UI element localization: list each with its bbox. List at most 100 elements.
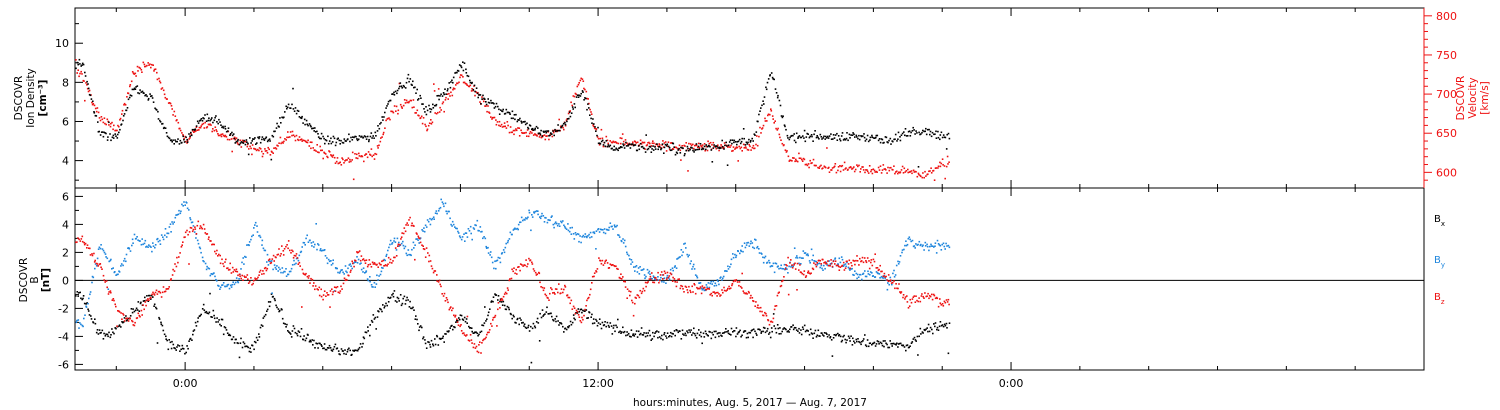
data-point bbox=[806, 329, 809, 332]
data-point bbox=[488, 111, 490, 113]
data-point bbox=[294, 107, 297, 109]
data-point bbox=[297, 263, 300, 265]
data-point bbox=[168, 137, 171, 140]
data-point bbox=[631, 261, 634, 263]
data-point bbox=[561, 125, 563, 128]
data-point bbox=[294, 331, 297, 334]
data-point bbox=[101, 268, 103, 270]
data-point bbox=[277, 253, 280, 256]
data-point bbox=[313, 339, 315, 342]
data-point bbox=[511, 233, 513, 236]
data-point bbox=[618, 276, 621, 279]
data-point bbox=[395, 255, 398, 257]
data-point bbox=[105, 123, 107, 126]
data-point bbox=[146, 295, 148, 297]
data-point bbox=[713, 291, 715, 293]
data-point bbox=[179, 212, 182, 215]
data-point bbox=[346, 159, 348, 161]
data-point bbox=[435, 103, 438, 106]
data-point bbox=[432, 216, 435, 218]
data-point bbox=[739, 329, 741, 332]
data-point bbox=[818, 259, 820, 262]
data-point bbox=[158, 318, 161, 320]
data-point bbox=[670, 273, 673, 276]
data-point bbox=[462, 69, 465, 72]
data-point bbox=[821, 138, 823, 140]
data-point bbox=[917, 300, 920, 303]
data-point bbox=[876, 134, 879, 137]
data-point bbox=[445, 297, 448, 299]
data-point bbox=[343, 162, 345, 164]
data-point bbox=[449, 95, 451, 97]
data-point bbox=[270, 158, 273, 161]
data-point bbox=[188, 138, 190, 140]
data-point bbox=[647, 142, 649, 144]
data-point bbox=[727, 146, 729, 148]
data-point bbox=[151, 95, 153, 97]
data-point bbox=[833, 166, 835, 169]
data-point bbox=[805, 136, 808, 138]
data-point bbox=[297, 110, 300, 112]
data-point bbox=[844, 263, 847, 265]
data-point bbox=[448, 210, 450, 213]
data-point bbox=[83, 302, 86, 305]
data-point bbox=[208, 117, 210, 119]
data-point bbox=[493, 107, 496, 109]
data-point bbox=[688, 329, 690, 331]
data-point bbox=[534, 129, 536, 131]
data-point bbox=[862, 272, 865, 275]
data-point bbox=[500, 253, 503, 255]
data-point bbox=[591, 282, 593, 284]
data-point bbox=[922, 295, 924, 298]
data-point bbox=[515, 129, 518, 132]
data-point bbox=[738, 138, 741, 141]
data-point bbox=[140, 91, 143, 93]
data-point bbox=[412, 306, 414, 309]
data-point bbox=[558, 324, 560, 326]
data-point bbox=[697, 145, 700, 148]
data-point bbox=[656, 330, 658, 332]
data-point bbox=[214, 116, 216, 119]
data-point bbox=[448, 82, 450, 84]
data-point bbox=[673, 330, 676, 332]
data-point bbox=[811, 135, 813, 138]
data-point bbox=[730, 334, 732, 336]
velocity-points bbox=[75, 59, 950, 181]
data-point bbox=[574, 318, 576, 321]
data-point bbox=[369, 276, 371, 278]
data-point bbox=[682, 288, 684, 290]
data-point bbox=[337, 291, 340, 294]
data-point bbox=[517, 228, 519, 231]
data-point bbox=[377, 125, 379, 127]
data-point bbox=[262, 317, 265, 319]
data-point bbox=[869, 273, 871, 276]
data-point bbox=[368, 138, 370, 141]
data-point bbox=[318, 286, 321, 289]
data-point bbox=[928, 128, 930, 131]
data-point bbox=[191, 128, 194, 131]
data-point bbox=[819, 133, 822, 136]
data-point bbox=[634, 266, 637, 268]
data-point bbox=[685, 142, 687, 144]
data-point bbox=[719, 332, 721, 334]
data-point bbox=[384, 127, 386, 129]
data-point bbox=[680, 284, 682, 287]
data-point bbox=[733, 141, 735, 144]
data-point bbox=[677, 257, 679, 260]
data-point bbox=[764, 327, 766, 329]
data-point bbox=[355, 135, 357, 138]
data-point bbox=[437, 111, 439, 114]
data-point bbox=[847, 168, 849, 171]
data-point bbox=[820, 263, 822, 265]
data-point bbox=[157, 118, 160, 120]
data-point bbox=[234, 270, 237, 273]
data-point bbox=[638, 145, 640, 147]
data-point bbox=[614, 149, 616, 151]
data-point bbox=[474, 331, 476, 333]
data-point bbox=[474, 224, 476, 226]
data-point bbox=[279, 268, 281, 271]
data-point bbox=[816, 135, 818, 137]
data-point bbox=[266, 267, 269, 270]
data-point bbox=[410, 99, 412, 102]
data-point bbox=[659, 274, 662, 276]
